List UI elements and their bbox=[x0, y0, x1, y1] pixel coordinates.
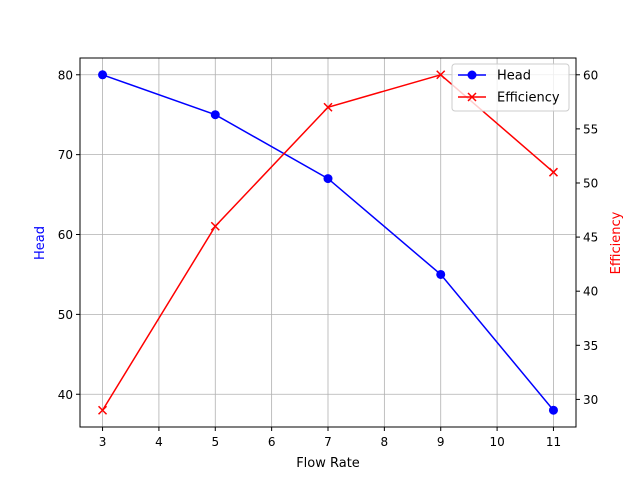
x-tick-label: 3 bbox=[99, 435, 107, 449]
y2-tick-label: 30 bbox=[583, 393, 598, 407]
y2-tick-label: 35 bbox=[583, 339, 598, 353]
legend: Head Efficiency bbox=[451, 63, 570, 112]
y2-axis-ticks: 30 35 40 45 50 55 60 bbox=[576, 68, 598, 407]
legend-label: Head bbox=[497, 69, 531, 84]
x-tick-label: 11 bbox=[546, 435, 561, 449]
x-tick-label: 6 bbox=[268, 435, 276, 449]
x-tick-label: 5 bbox=[211, 435, 219, 449]
x-axis-ticks: 3 4 5 6 7 8 9 10 11 bbox=[99, 427, 561, 449]
y2-tick-label: 60 bbox=[583, 68, 598, 82]
y-tick-label: 60 bbox=[58, 228, 73, 242]
series-head bbox=[98, 70, 558, 415]
legend-label: Efficiency bbox=[497, 91, 560, 106]
y2-tick-label: 50 bbox=[583, 176, 598, 190]
y-tick-label: 40 bbox=[58, 388, 73, 402]
x-tick-label: 10 bbox=[489, 435, 504, 449]
grid-lines bbox=[80, 58, 576, 427]
y-tick-label: 80 bbox=[58, 68, 73, 82]
y2-tick-label: 40 bbox=[583, 285, 598, 299]
y-tick-label: 70 bbox=[58, 148, 73, 162]
y-axis-ticks: 40 50 60 70 80 bbox=[58, 68, 80, 402]
x-tick-label: 4 bbox=[155, 435, 163, 449]
y2-tick-label: 45 bbox=[583, 231, 598, 245]
x-tick-label: 8 bbox=[381, 435, 389, 449]
y-axis-label: Head bbox=[33, 226, 48, 260]
y2-axis-label: Efficiency bbox=[609, 211, 624, 274]
x-tick-label: 9 bbox=[437, 435, 445, 449]
x-axis-label: Flow Rate bbox=[296, 456, 360, 471]
y-tick-label: 50 bbox=[58, 308, 73, 322]
y2-tick-label: 55 bbox=[583, 122, 598, 136]
x-tick-label: 7 bbox=[324, 435, 332, 449]
